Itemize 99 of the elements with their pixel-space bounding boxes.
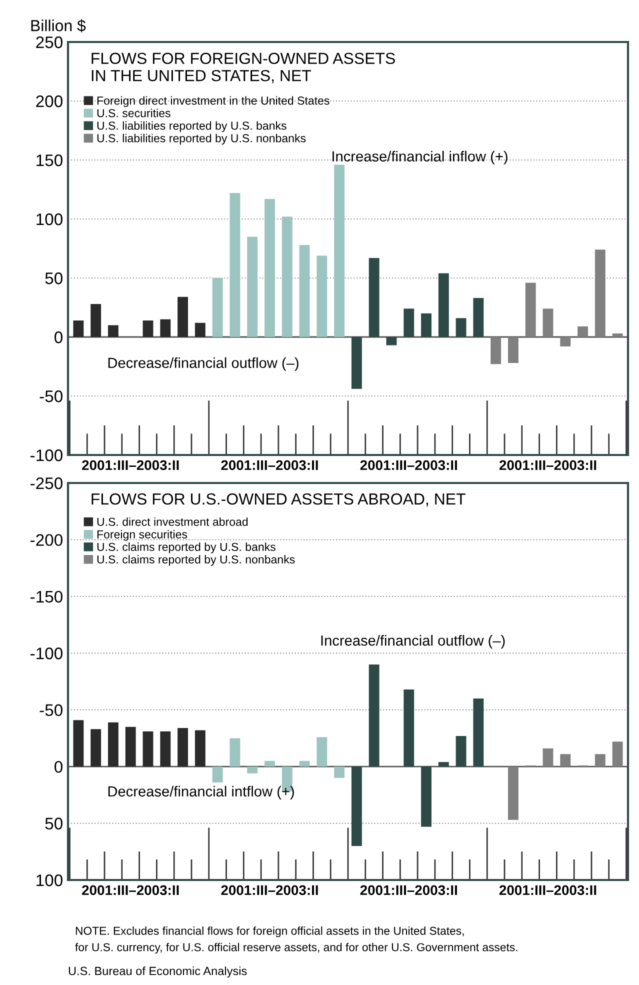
legend-label: U.S. securities: [97, 108, 170, 118]
bar: [160, 319, 171, 337]
y-axis-title: Billion $: [31, 19, 86, 32]
annotation: Increase/financial inflow (+): [332, 150, 508, 164]
x-tick-label: 2001:III–2003:II: [82, 885, 179, 896]
annotation: Increase/financial outflow (–): [321, 635, 505, 649]
bar: [404, 308, 414, 337]
bar: [264, 198, 275, 337]
text: FLOWS FOR U.S.-OWNED ASSETS ABROAD, NET: [92, 493, 466, 507]
legend-label: Foreign direct investment in the United States: [97, 96, 330, 107]
x-tick-label: 2001:III–2003:II: [82, 460, 179, 470]
bar: [334, 164, 345, 337]
y-tick-label: 0: [54, 760, 62, 773]
x-tick-label: 2001:III–2003:II: [499, 460, 596, 470]
bar: [368, 258, 380, 337]
bar: [160, 731, 171, 767]
bar: [178, 296, 188, 337]
bar: [90, 729, 102, 767]
bar: [438, 273, 449, 337]
legend-label: Foreign securities: [97, 530, 188, 541]
bar: [73, 720, 84, 767]
y-tick-label: -50: [40, 704, 62, 716]
bar: [212, 278, 223, 337]
bar: [178, 728, 188, 767]
x-tick-label: 2001:III–2003:II: [360, 885, 457, 896]
bar: [542, 748, 554, 767]
x-tick-label: 2001:III–2003:II: [221, 460, 318, 470]
bar: [508, 766, 518, 820]
bar: [125, 726, 136, 767]
y-tick-label: -100: [30, 648, 62, 660]
bar: [421, 313, 432, 337]
bar: [316, 256, 328, 337]
bar: [247, 766, 258, 774]
x-tick-label: 2001:III–2003:II: [221, 885, 318, 896]
bar: [334, 766, 345, 778]
bar: [282, 216, 292, 337]
bar: [490, 337, 502, 364]
text: NOTE. Excludes financial flows for foreign official assets in the United States, for U.S. currency, for U.S. official reserve assets, and for other U.S. Government assets.: [75, 926, 518, 954]
bar: [299, 244, 310, 337]
bar: [230, 738, 240, 767]
bar: [316, 737, 328, 767]
bar: [473, 698, 484, 767]
text: U.S. Bureau of Economic Analysis: [68, 966, 247, 978]
y-tick-label: 100: [36, 213, 62, 226]
y-tick-label: -100: [30, 449, 62, 462]
bar: [90, 304, 102, 337]
bar: [594, 754, 606, 767]
bar: [560, 754, 571, 767]
bar: [108, 325, 118, 337]
y-tick-label: 100: [36, 874, 62, 886]
bar: [594, 250, 606, 337]
bar: [351, 766, 362, 846]
bar: [404, 689, 414, 767]
bar: [508, 337, 518, 363]
bar: [578, 326, 588, 337]
bar: [368, 664, 380, 767]
bar: [230, 193, 240, 337]
legend-label: U.S. liabilities reported by U.S. banks: [97, 121, 286, 132]
bar: [525, 282, 536, 337]
bar: [194, 322, 206, 337]
bar: [456, 736, 466, 767]
x-tick-label: 2001:III–2003:II: [360, 460, 457, 470]
bar: [212, 766, 223, 782]
y-tick-label: 50: [45, 818, 62, 830]
legend-label: U.S. direct investment abroad: [97, 517, 248, 526]
x-tick-label: 2001:III–2003:II: [499, 885, 596, 896]
legend-label: U.S. liabilities reported by U.S. nonbanks: [97, 134, 306, 145]
bar: [542, 308, 554, 337]
y-tick-label: -150: [30, 590, 62, 603]
y-tick-label: -50: [40, 390, 62, 402]
bar: [247, 236, 258, 337]
text: FLOWS FOR FOREIGN-OWNED ASSETS IN THE UNITED STATES, NET: [92, 52, 395, 84]
bar: [299, 760, 310, 767]
bar: [264, 760, 275, 767]
annotation: Decrease/financial outflow (–): [108, 357, 298, 371]
bar: [142, 320, 154, 337]
bar: [142, 731, 154, 767]
y-tick-label: 200: [36, 95, 62, 108]
legend-label: U.S. claims reported by U.S. nonbanks: [97, 555, 295, 566]
legend-label: U.S. claims reported by U.S. banks: [97, 542, 276, 554]
bar: [421, 766, 432, 827]
bar: [612, 742, 623, 767]
y-tick-label: 50: [45, 272, 62, 284]
y-tick-label: -200: [30, 534, 62, 546]
y-tick-label: 250: [36, 36, 62, 48]
y-tick-label: 150: [36, 154, 62, 166]
bar: [351, 337, 362, 389]
bar: [73, 320, 84, 337]
bar: [456, 318, 466, 337]
y-tick-label: -250: [30, 477, 62, 490]
bar: [560, 337, 571, 346]
bar: [612, 333, 623, 337]
bar: [194, 730, 206, 767]
bar: [473, 298, 484, 337]
bar: [386, 337, 397, 346]
bar: [108, 722, 118, 767]
bar: [438, 762, 449, 767]
annotation: Decrease/financial intflow (+): [108, 786, 294, 800]
y-tick-label: 0: [54, 331, 62, 344]
